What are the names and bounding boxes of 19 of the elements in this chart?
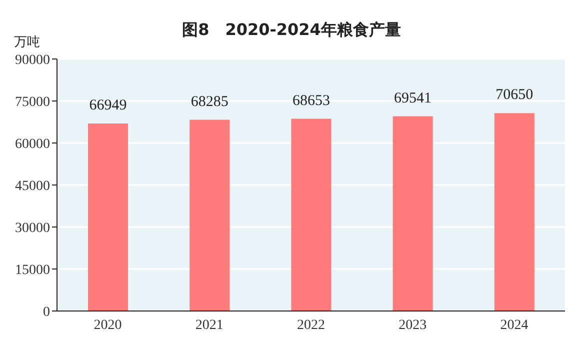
y-tick-label: 60000 [15, 136, 50, 152]
y-axis-title: 万吨 [14, 34, 40, 51]
y-tick-label: 45000 [15, 178, 50, 194]
x-tick-label: 2023 [398, 318, 427, 333]
data-label: 68653 [292, 92, 330, 109]
chart-title: 图8 2020-2024年粮食产量 [182, 20, 401, 39]
x-tick-label: 2024 [500, 318, 528, 333]
y-tick-label: 15000 [15, 262, 50, 278]
y-tick-label: 75000 [15, 94, 50, 110]
x-tick-label: 2022 [297, 318, 325, 333]
y-tick-label: 90000 [15, 52, 50, 68]
x-tick-label: 2021 [195, 318, 224, 333]
data-label: 70650 [496, 87, 534, 104]
data-label: 66949 [89, 98, 127, 114]
data-label: 68285 [190, 94, 228, 110]
x-tick-label: 2020 [94, 318, 122, 333]
y-tick-label: 0 [43, 304, 50, 320]
data-label: 69541 [394, 90, 432, 106]
y-tick-label: 30000 [15, 220, 50, 236]
